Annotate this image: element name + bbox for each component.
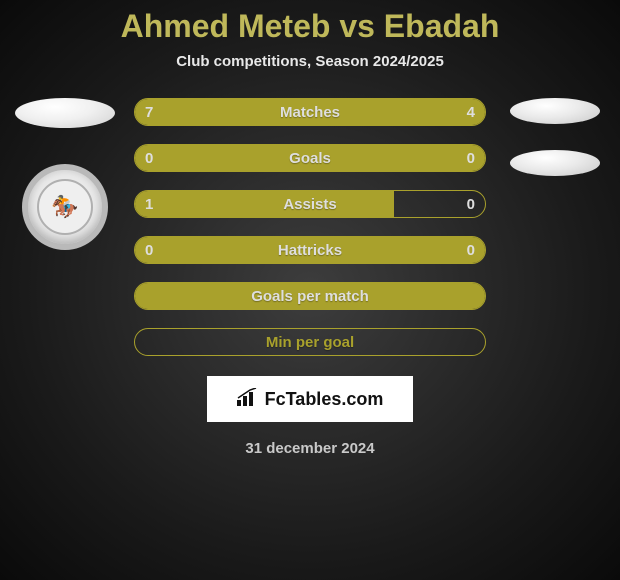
stat-label: Assists [135, 191, 485, 217]
stat-value-right: 0 [467, 191, 475, 217]
left-player-badge [15, 98, 115, 128]
chart-icon [237, 388, 259, 411]
stat-label: Matches [135, 99, 485, 125]
crest-icon: 🏇 [37, 179, 93, 235]
left-club-crest: 🏇 [22, 164, 108, 250]
comparison-card: Ahmed Meteb vs Ebadah Club competitions,… [0, 0, 620, 580]
stat-label: Hattricks [135, 237, 485, 263]
stat-value-left: 1 [145, 191, 153, 217]
page-title: Ahmed Meteb vs Ebadah [0, 0, 620, 45]
date-label: 31 december 2024 [0, 440, 620, 457]
right-club-badge [510, 150, 600, 176]
subtitle: Club competitions, Season 2024/2025 [0, 53, 620, 70]
stat-row: Matches7 4 [134, 98, 486, 126]
right-player-col [490, 98, 620, 176]
stat-label: Goals [135, 145, 485, 171]
stat-row: Goals0 0 [134, 144, 486, 172]
stat-label: Goals per match [135, 283, 485, 309]
main-row: 🏇 Matches74Goals00Assists10Hattricks00Go… [0, 98, 620, 356]
right-player-badge [510, 98, 600, 124]
stat-row: Min per goal [134, 328, 486, 356]
stat-value-left: 0 [145, 145, 153, 171]
brand-text: FcTables.com [265, 389, 384, 410]
stats-column: Matches74Goals00Assists10Hattricks00Goal… [130, 98, 490, 356]
stat-label: Min per goal [135, 329, 485, 355]
stat-value-right: 0 [467, 237, 475, 263]
stat-row: Goals per match [134, 282, 486, 310]
stat-value-right: 4 [467, 99, 475, 125]
stat-row: Assists1 0 [134, 190, 486, 218]
stat-row: Hattricks0 0 [134, 236, 486, 264]
stat-value-left: 0 [145, 237, 153, 263]
stat-value-right: 0 [467, 145, 475, 171]
brand-logo: FcTables.com [207, 376, 413, 422]
stat-value-left: 7 [145, 99, 153, 125]
left-player-col: 🏇 [0, 98, 130, 250]
